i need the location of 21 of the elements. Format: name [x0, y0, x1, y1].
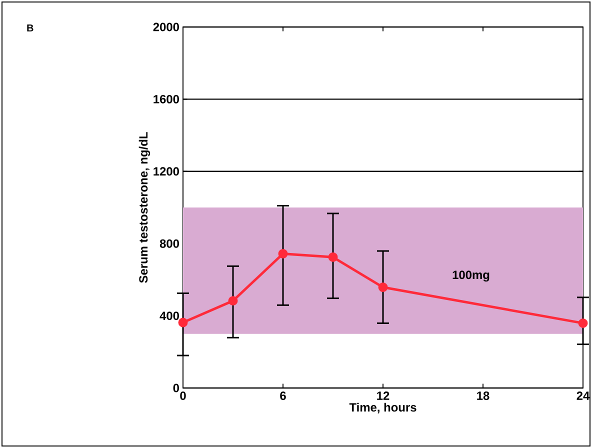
point — [278, 248, 288, 258]
point — [228, 296, 238, 306]
y-tick-label: 800 — [160, 239, 179, 248]
x-axis-title: Time, hours — [349, 402, 416, 414]
y-tick-label: 1600 — [154, 94, 179, 104]
text: B — [27, 24, 34, 32]
x-tick-label: 18 — [477, 392, 490, 400]
x-tick-label: 6 — [280, 392, 286, 400]
x-tick-label: 24 — [576, 392, 590, 400]
x-tick-label: 0 — [180, 392, 186, 400]
point — [578, 318, 588, 328]
point — [328, 252, 338, 262]
point — [378, 282, 388, 292]
y-tick-label: 1200 — [154, 167, 179, 176]
point — [178, 318, 188, 328]
y-tick-label: 2000 — [153, 22, 179, 32]
y-tick-label: 400 — [160, 312, 179, 320]
annotation: 100mg — [452, 270, 490, 282]
y-axis-title: Serum testosterone, ng/dL — [138, 132, 150, 283]
y-tick-label: 0 — [173, 384, 179, 392]
x-tick-label: 12 — [377, 392, 390, 400]
